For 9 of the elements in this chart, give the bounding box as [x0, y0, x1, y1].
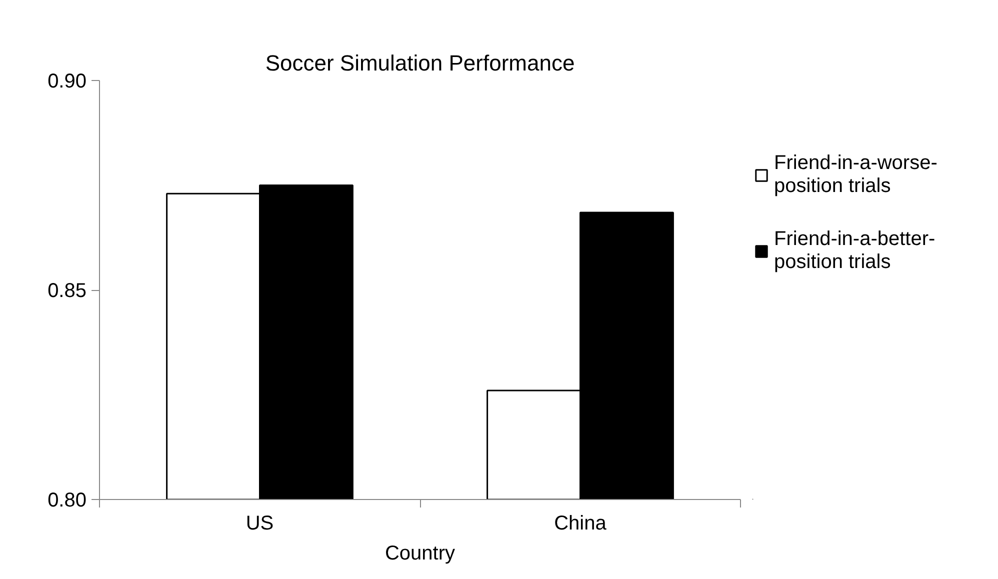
x-axis-title: Country	[384, 542, 456, 564]
legend-label: Friend-in-a-worse-position trials	[774, 152, 938, 198]
x-tick-label: China	[554, 512, 608, 534]
y-tick-label: 0.90	[48, 70, 87, 92]
y-tick-label: 0.80	[48, 490, 87, 512]
chart-title: Soccer Simulation Performance	[265, 50, 575, 76]
y-tick-label: 0.85	[48, 280, 87, 302]
legend-label: Friend-in-a-better-position trials	[774, 228, 936, 274]
x-tick-label: US	[246, 512, 274, 534]
